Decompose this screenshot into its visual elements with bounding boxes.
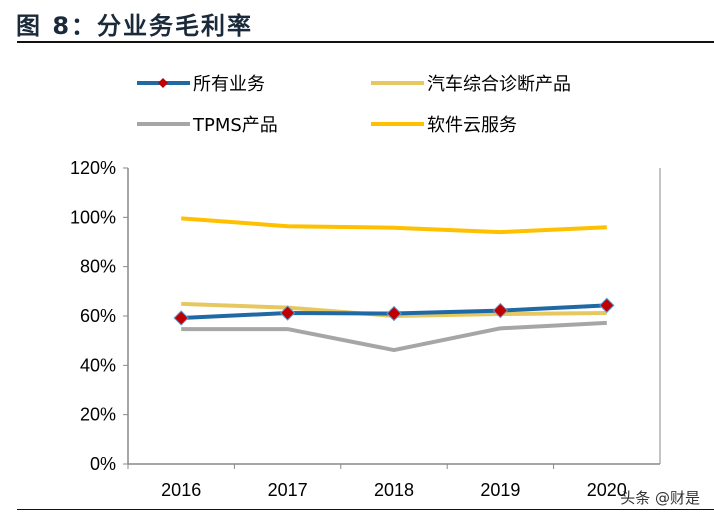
y-tick-label: 40% xyxy=(80,355,116,375)
data-point-marker xyxy=(279,305,296,321)
y-tick-label: 120% xyxy=(70,158,116,178)
figure-title: 图 8：分业务毛利率 xyxy=(16,12,254,40)
title-rule xyxy=(17,41,714,43)
data-point-marker xyxy=(492,302,509,319)
x-tick-label: 2019 xyxy=(480,480,520,500)
legend-label-1: 汽车综合诊断产品 xyxy=(427,74,571,95)
watermark: 头条 @财是 xyxy=(620,489,700,507)
x-tick-label: 2016 xyxy=(161,480,201,500)
y-tick-label: 100% xyxy=(70,207,116,227)
data-point-marker xyxy=(386,305,402,322)
series-line-2 xyxy=(181,320,607,353)
legend-marker-icon xyxy=(158,78,168,88)
y-tick-label: 80% xyxy=(80,257,116,277)
series-line-3 xyxy=(181,216,607,235)
data-point-marker xyxy=(599,297,615,314)
data-point-marker xyxy=(173,310,189,326)
legend-label-3: 软件云服务 xyxy=(427,115,517,136)
legend-label-2: TPMS产品 xyxy=(192,115,278,136)
y-tick-label: 60% xyxy=(80,306,116,326)
x-tick-label: 2020 xyxy=(587,480,627,500)
bottom-rule xyxy=(17,509,714,510)
legend-label-0: 所有业务 xyxy=(193,74,265,95)
y-tick-label: 20% xyxy=(80,405,116,425)
x-tick-label: 2017 xyxy=(268,480,308,500)
y-tick-label: 0% xyxy=(90,454,116,474)
x-tick-label: 2018 xyxy=(374,480,414,500)
